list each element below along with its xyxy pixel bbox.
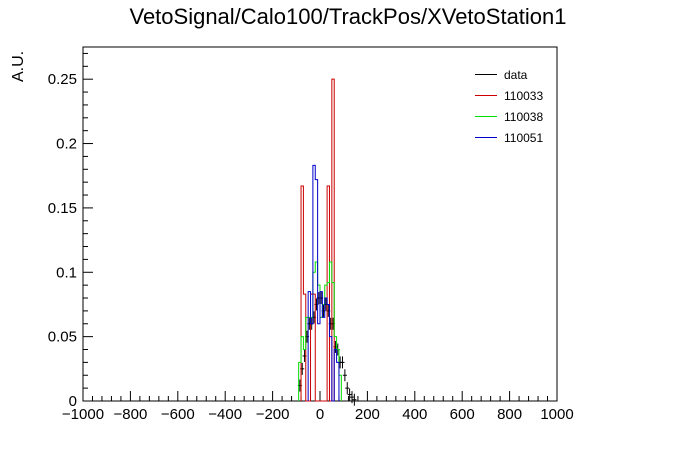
y-tick-label: 0 [69, 393, 77, 410]
y-tick-label: 0.15 [48, 200, 77, 217]
x-tick-label: 200 [355, 406, 380, 423]
legend-entry-110051: 110051 [475, 127, 565, 148]
series-110051-histogram [307, 164, 340, 402]
legend-swatch [475, 95, 497, 96]
legend-entry-data: data [475, 64, 565, 85]
legend-swatch [475, 74, 497, 75]
chart-title: VetoSignal/Calo100/TrackPos/XVetoStation… [129, 4, 567, 29]
series-110038-histogram [298, 261, 342, 401]
series-110033-histogram [300, 78, 335, 402]
legend-label: 110033 [504, 88, 544, 103]
legend-entry-110033: 110033 [475, 85, 565, 106]
legend-swatch [475, 116, 497, 117]
legend-label: 110038 [504, 109, 544, 124]
x-tick-label: 1000 [540, 406, 573, 423]
y-tick-label: 0.2 [56, 136, 77, 153]
x-tick-label: −1000 [62, 406, 104, 423]
legend-entry-110038: 110038 [475, 106, 565, 127]
legend-label: 110051 [504, 130, 544, 145]
x-tick-label: 400 [402, 406, 427, 423]
y-tick-label: 0.05 [48, 329, 77, 346]
x-tick-label: −600 [161, 406, 195, 423]
x-tick-label: 800 [497, 406, 522, 423]
x-tick-label: 600 [450, 406, 475, 423]
x-tick-label: 0 [316, 406, 324, 423]
x-tick-label: −200 [256, 406, 290, 423]
x-tick-label: −400 [208, 406, 242, 423]
x-tick-label: −800 [114, 406, 148, 423]
y-tick-label: 0.1 [56, 264, 77, 281]
legend-label: data [504, 67, 528, 82]
y-tick-label: 0.25 [48, 71, 77, 88]
y-axis-label: A.U. [10, 50, 27, 82]
legend: data 110033 110038 110051 [475, 64, 565, 148]
legend-swatch [475, 137, 497, 138]
